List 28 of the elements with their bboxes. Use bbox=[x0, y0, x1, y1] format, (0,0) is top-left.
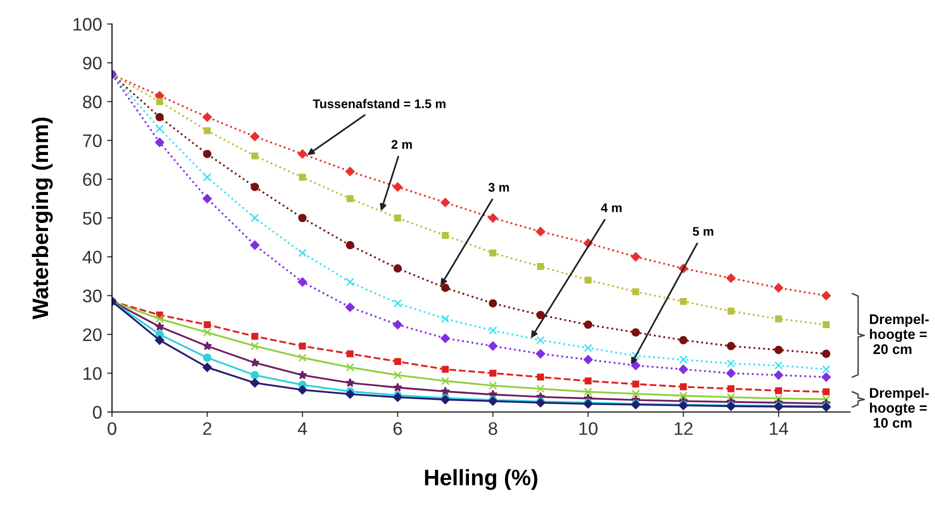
y-tick-label: 50 bbox=[82, 212, 102, 225]
y-tick-label: 80 bbox=[82, 96, 102, 108]
annotation: 4 m bbox=[600, 203, 622, 212]
y-tick-label: 0 bbox=[92, 406, 102, 419]
x-tick-label: 6 bbox=[394, 422, 402, 435]
y-tick-label: 70 bbox=[83, 134, 102, 148]
y-tick-label: 60 bbox=[83, 173, 102, 186]
y-tick-label: 40 bbox=[82, 250, 102, 264]
x-tick-label: 2 bbox=[203, 422, 212, 435]
x-axis-title: Helling (%) bbox=[425, 469, 538, 490]
annotation: Tussenafstand = 1.5 m bbox=[312, 99, 446, 108]
annotation: 2 m bbox=[392, 140, 412, 149]
x-tick-label: 4 bbox=[298, 422, 307, 435]
y-tick-label: 20 bbox=[83, 328, 102, 342]
x-tick-label: 10 bbox=[579, 422, 598, 435]
y-tick-label: 30 bbox=[82, 290, 102, 302]
x-tick-label: 14 bbox=[770, 422, 788, 435]
x-tick-label: 12 bbox=[674, 422, 692, 435]
y-axis-title: Waterberging (mm) bbox=[32, 118, 53, 320]
y-tick-label: 10 bbox=[84, 367, 102, 380]
text: Drempel- hoogte = 20 cm bbox=[870, 314, 929, 354]
text: Drempel- hoogte = 10 cm bbox=[870, 388, 929, 428]
y-tick-label: 100 bbox=[74, 18, 102, 31]
annotation: 5 m bbox=[692, 227, 714, 236]
annotation: 3 m bbox=[488, 182, 509, 192]
y-tick-label: 90 bbox=[83, 56, 102, 70]
x-tick-label: 8 bbox=[488, 422, 498, 435]
x-tick-label: 0 bbox=[108, 422, 116, 435]
